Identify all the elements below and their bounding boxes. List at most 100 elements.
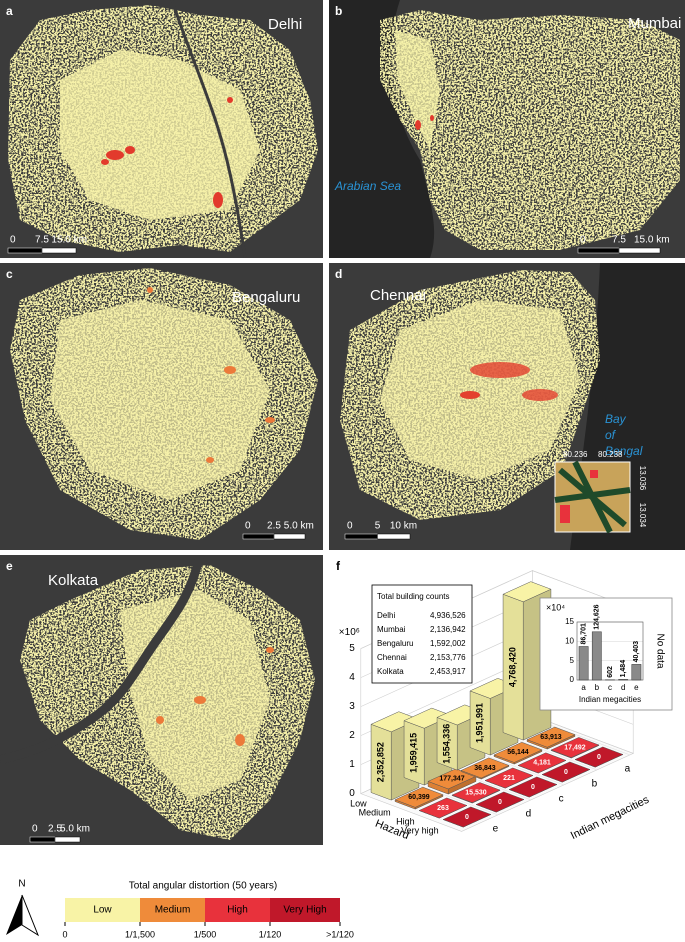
value-label: 0 (465, 814, 469, 821)
value-label: 1,554,336 (442, 724, 452, 764)
scale-bar (618, 247, 661, 254)
value-label: 0 (531, 784, 535, 791)
panel-label: d (335, 267, 342, 281)
value-label: 2,352,852 (376, 742, 386, 782)
bar-top (550, 737, 600, 758)
scale-label: 0 (10, 235, 16, 246)
city-name: Bengaluru (232, 289, 300, 306)
bar-top (418, 797, 468, 819)
legend-swatch (140, 898, 205, 922)
legend-label: Very High (283, 905, 326, 916)
inset-coord: 80.238 (598, 450, 623, 459)
scale-bar (54, 836, 81, 843)
bar (493, 742, 543, 765)
legend-label: High (227, 905, 248, 916)
x-tick-label: e (634, 683, 639, 692)
city-name: Mumbai (628, 15, 681, 32)
scale-bar (577, 247, 620, 254)
side-label: No data (654, 633, 665, 668)
water-label: of (605, 428, 617, 442)
scale-label: 2.5 (267, 521, 281, 532)
bar (442, 806, 492, 828)
bar (475, 791, 525, 813)
hotspots (147, 287, 275, 463)
z-tick-label: 1 (349, 759, 355, 770)
scale-bar (7, 247, 43, 254)
building-table: Total building counts Delhi 4,936,526 Mumba… (371, 584, 473, 684)
urban-core (380, 300, 580, 480)
axis-title: Indian megacities (569, 794, 652, 843)
y-tick-label: 0 (570, 675, 575, 684)
map-kolkata (0, 555, 323, 845)
table-cell: Delhi (377, 611, 395, 620)
urban-core (395, 30, 440, 150)
scale-label: 0 (32, 824, 38, 835)
hotspots (101, 97, 233, 208)
panel-label: a (6, 4, 13, 18)
north-label: N (18, 879, 25, 890)
bar-top (394, 786, 444, 808)
x-tick-label: d (526, 809, 532, 820)
table-cell: 2,136,942 (430, 625, 466, 634)
value-label: 0 (597, 754, 601, 761)
table-cell: 2,453,917 (430, 667, 466, 676)
scale-bar (377, 533, 411, 540)
value-label: 15,530 (465, 789, 487, 796)
table-cell: Bengaluru (377, 639, 413, 648)
value-label: 124,626 (594, 604, 601, 629)
north-arrow: N (6, 879, 40, 937)
bar-top (502, 581, 552, 603)
legend-swatch (270, 898, 340, 922)
bar-top (460, 757, 510, 779)
value-label: 221 (503, 775, 515, 782)
sea (329, 0, 435, 258)
inset-coord: 13.034 (638, 503, 647, 528)
bar (591, 631, 602, 681)
scale-label: 5 (375, 521, 381, 532)
scale-label: 5.0 km (60, 824, 90, 835)
scale-bar (273, 533, 306, 540)
bar (508, 776, 558, 798)
urban-core (60, 50, 260, 220)
x-tick-label: a (625, 764, 631, 775)
legend-title: Total angular distortion (50 years) (129, 881, 277, 892)
value-label: 60,399 (408, 794, 430, 801)
legend-swatch (205, 898, 270, 922)
bar-top (493, 742, 543, 763)
inset-detail (554, 460, 631, 534)
bar (418, 797, 468, 819)
table-cell: 2,153,776 (430, 653, 466, 662)
bar (394, 786, 444, 810)
scale-bar (344, 533, 378, 540)
bar (578, 646, 589, 681)
legend-label: Low (93, 905, 112, 916)
city-name: Chennai (370, 287, 426, 304)
value-label: 0 (564, 769, 568, 776)
legend-tick-label: 1/500 (194, 929, 217, 939)
table-cell: Mumbai (377, 625, 406, 634)
x-tick-label: c (559, 794, 564, 805)
legend-tick-label: 1/1,500 (125, 929, 155, 939)
table-cell: 1,592,002 (430, 639, 466, 648)
inset-coord: 13.036 (638, 466, 647, 491)
value-label: 40,403 (633, 641, 640, 663)
value-label: 602 (607, 666, 614, 678)
bar (550, 737, 600, 759)
axis-multiplier: ×10⁴ (546, 602, 565, 612)
value-label: 86,701 (580, 623, 587, 645)
hotspots (460, 362, 558, 401)
bar (574, 746, 624, 768)
scale-label: 10 km (390, 521, 417, 532)
x-tick-label: b (595, 683, 600, 692)
value-label: 1,951,991 (475, 703, 485, 743)
axis-title: Indian megacities (579, 695, 641, 704)
value-label: 56,144 (507, 749, 529, 756)
map-bengaluru (0, 263, 323, 550)
value-label: 263 (437, 805, 449, 812)
value-label: 4,768,420 (508, 647, 518, 687)
table-cell: Kolkata (377, 667, 404, 676)
x-tick-label: a (581, 683, 586, 692)
inset-coord: 80.236 (563, 450, 588, 459)
z-tick-label: 3 (349, 701, 355, 712)
scale-label: 0 (245, 521, 251, 532)
